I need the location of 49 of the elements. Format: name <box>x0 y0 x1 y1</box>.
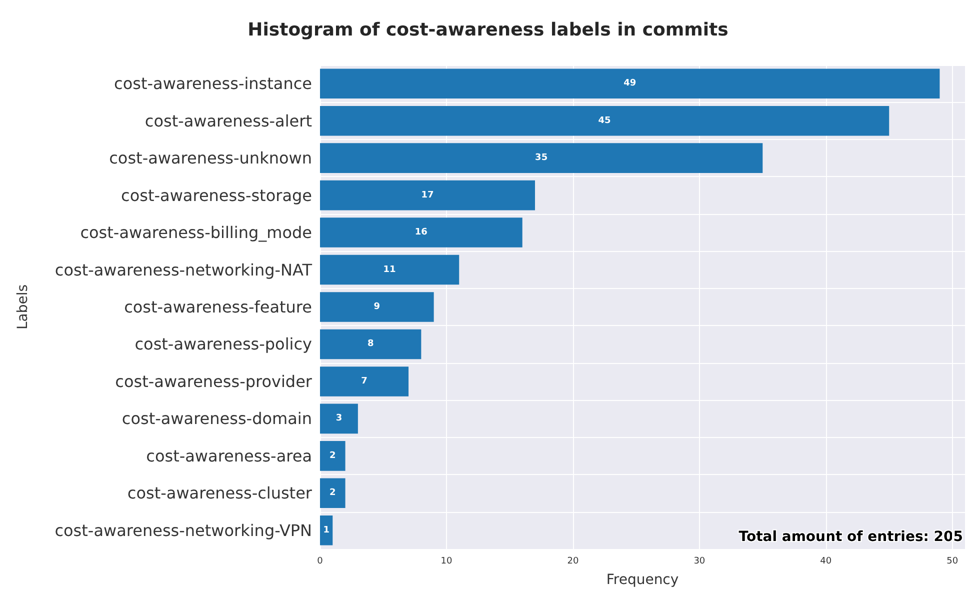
y-tick-label: cost-awareness-networking-NAT <box>54 260 312 280</box>
data-label: 45 <box>598 116 611 126</box>
y-tick-label: cost-awareness-area <box>146 446 312 466</box>
bar <box>320 515 333 546</box>
y-tick-label: cost-awareness-billing_mode <box>80 223 312 242</box>
y-tick-label: cost-awareness-cluster <box>127 484 312 503</box>
data-label: 1 <box>323 525 330 536</box>
y-tick-label: cost-awareness-unknown <box>109 148 312 168</box>
y-tick-label: cost-awareness-domain <box>122 409 312 428</box>
data-label: 7 <box>361 376 368 386</box>
bar <box>320 180 535 210</box>
bar <box>320 366 409 396</box>
annotation: Total amount of entries: 205 <box>738 529 964 545</box>
x-tick-label: 40 <box>820 556 832 566</box>
bar <box>320 329 422 360</box>
bar <box>320 106 890 136</box>
bar <box>320 254 460 285</box>
data-label: 35 <box>535 153 548 164</box>
data-label: 3 <box>336 414 342 424</box>
x-tick-label: 30 <box>694 556 706 566</box>
data-label: 17 <box>421 190 434 200</box>
bar <box>320 68 940 99</box>
x-axis-title: Frequency <box>606 572 679 588</box>
y-tick-label: cost-awareness-networking-VPN <box>54 520 312 540</box>
bar <box>320 441 346 471</box>
x-tick-label: 20 <box>567 556 579 566</box>
x-tick-label: 0 <box>317 556 324 566</box>
y-axis-title: Labels <box>15 284 31 330</box>
bar <box>320 218 522 248</box>
y-tick-label: cost-awareness-instance <box>114 74 312 94</box>
chart-title: Histogram of cost-awareness labels in commits <box>248 20 728 40</box>
x-tick-label: 10 <box>440 556 452 566</box>
x-tick-label: 50 <box>946 556 958 566</box>
data-label: 9 <box>374 302 380 312</box>
bar <box>320 292 434 322</box>
y-tick-label: cost-awareness-storage <box>121 186 312 205</box>
bar <box>320 478 346 508</box>
y-tick-label: cost-awareness-policy <box>134 334 312 354</box>
data-label: 8 <box>367 339 374 350</box>
data-label: 11 <box>383 264 396 275</box>
data-label: 2 <box>330 488 336 498</box>
data-label: 2 <box>330 450 336 461</box>
y-tick-label: cost-awareness-provider <box>115 372 312 391</box>
bar <box>320 404 358 434</box>
data-label: 16 <box>414 228 428 238</box>
bar <box>320 143 763 173</box>
data-label: 49 <box>624 78 636 89</box>
y-tick-label: cost-awareness-feature <box>124 298 312 316</box>
y-tick-label: cost-awareness-alert <box>144 111 312 130</box>
